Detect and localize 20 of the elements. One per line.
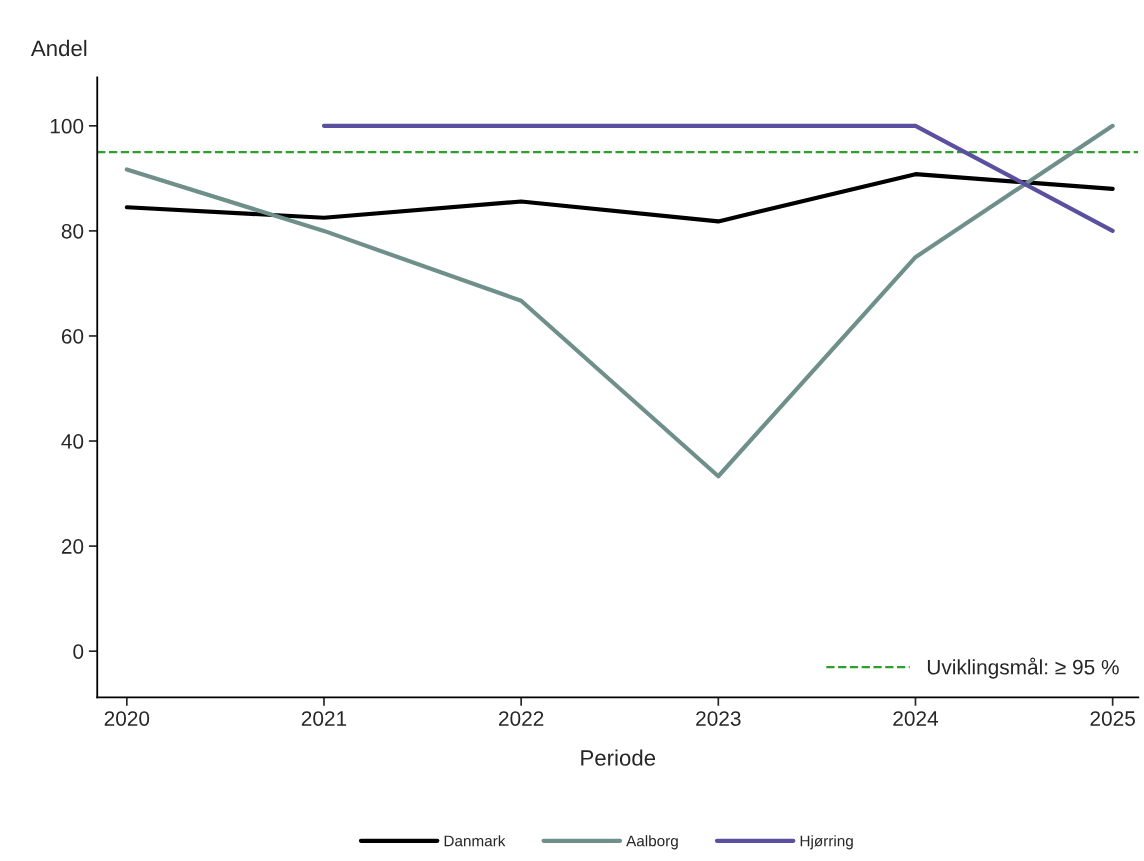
x-tick-label: 2024 (893, 711, 939, 726)
x-axis-title: Periode (581, 749, 656, 766)
line-series (124, 123, 1115, 479)
line-series (124, 172, 1115, 224)
y-tick-label: 60 (61, 328, 84, 344)
legend-label: Danmark (444, 835, 506, 847)
legend-label: Hjørring (800, 835, 853, 850)
x-tick-label: 2020 (104, 711, 150, 726)
y-tick-label: 80 (61, 223, 84, 239)
legend-label: Uviklingsmål: ≥ 95 % (927, 657, 1119, 679)
x-tick-label: 2022 (499, 711, 544, 726)
x-tick-label: 2021 (301, 711, 347, 726)
legend-label: Aalborg (626, 835, 678, 850)
y-tick-label: 0 (73, 644, 84, 659)
x-tick-label: 2023 (696, 711, 741, 726)
y-tick-label: 20 (61, 539, 84, 554)
y-tick-label: 40 (61, 434, 84, 449)
y-tick-label: 100 (50, 118, 84, 134)
x-tick-label: 2025 (1090, 711, 1135, 726)
y-axis-title: Andel (30, 39, 87, 57)
